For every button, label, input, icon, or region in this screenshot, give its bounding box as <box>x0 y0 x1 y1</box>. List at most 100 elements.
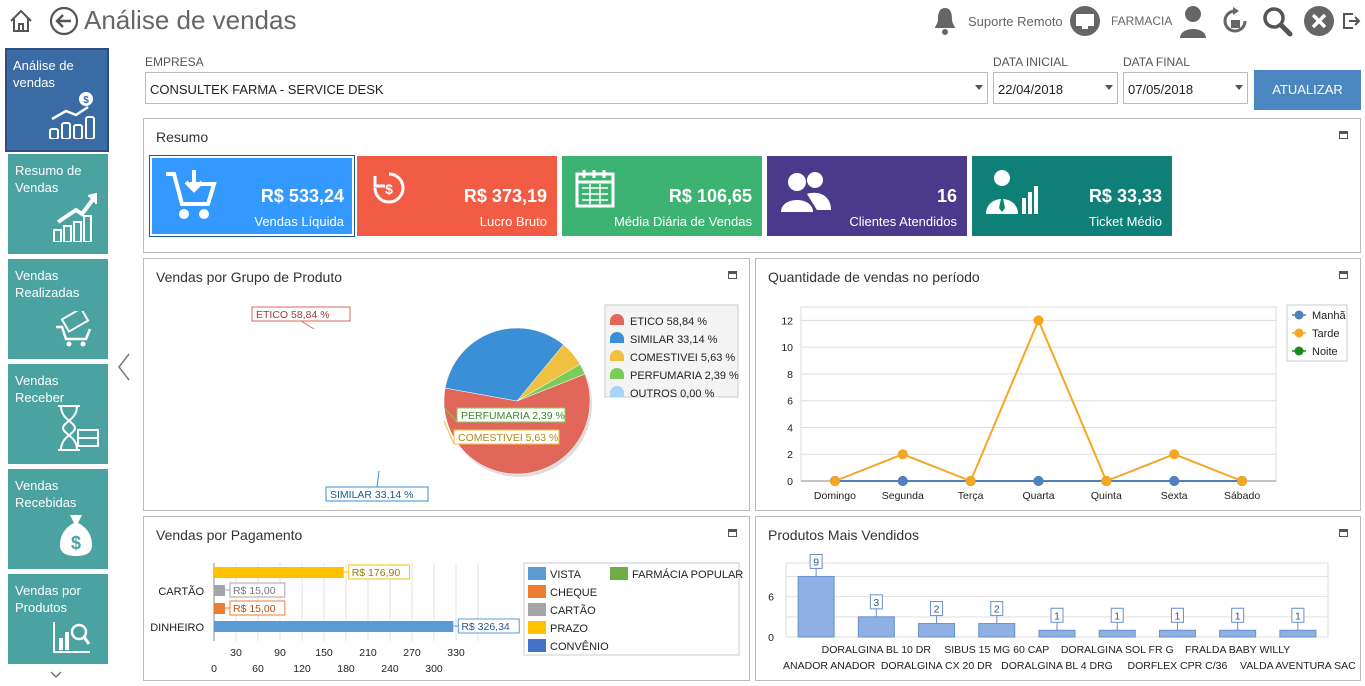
bar-value-label: 3 <box>873 597 879 609</box>
category-label: CARTÃO <box>158 585 204 598</box>
x-tick-label: ANADOR ANADOR <box>783 660 876 672</box>
legend-entry: SIMILAR 33,14 % <box>630 334 718 346</box>
x-tick-label: Quarta <box>1022 490 1054 502</box>
x-tick-label: 270 <box>403 647 421 659</box>
sidebar-item-produtos[interactable]: Vendas por Produtos <box>8 574 108 664</box>
legend-swatch <box>610 368 624 379</box>
x-tick-label: DORALGINA SOL FR G <box>1061 644 1174 656</box>
bar <box>918 623 956 638</box>
card-value: R$ 106,65 <box>668 186 752 206</box>
minimize-icon[interactable] <box>728 529 737 537</box>
bar-value-label: R$ 15,00 <box>233 585 276 597</box>
category-label: DINHEIRO <box>150 622 204 634</box>
legend-swatch <box>1294 328 1304 338</box>
data-inicial-label: DATA INICIAL <box>993 55 1068 69</box>
sidebar-item-receber[interactable]: Vendas Receber <box>8 364 108 464</box>
bar-value-label: 2 <box>994 604 1000 616</box>
quantidade-panel: Quantidade de vendas no período 0 2 4 6 8 10 1… <box>755 258 1361 511</box>
pie-leader-line <box>300 320 315 330</box>
x-tick-label: Domingo <box>814 490 856 502</box>
minimize-icon[interactable] <box>1339 271 1348 279</box>
bar-label-box <box>229 582 286 598</box>
data-point <box>1033 476 1044 486</box>
sidebar-item-realizadas[interactable]: Vendas Realizadas <box>8 259 108 359</box>
minimize-icon[interactable] <box>728 271 737 279</box>
card-caption: Clientes Atendidos <box>849 214 957 229</box>
collapse-sidebar-icon[interactable] <box>116 352 132 387</box>
empresa-select[interactable]: CONSULTEK FARMA - SERVICE DESK <box>145 72 988 104</box>
home-icon[interactable] <box>6 6 36 36</box>
sidebar-item-label: Análise de vendas <box>13 58 74 90</box>
data-inicial-input[interactable]: 22/04/2018 <box>993 72 1118 104</box>
legend-entry: CARTÃO <box>550 604 596 617</box>
pie-label-box <box>325 486 429 502</box>
y-tick-label: 0 <box>768 632 774 644</box>
legend-swatch <box>610 314 624 325</box>
sidebar-item-analise[interactable]: Análise de vendas $ <box>5 48 109 152</box>
pie-slice <box>443 373 591 475</box>
products-bar-chart: 0 6 9 ANADOR ANADOR 3 DORALGINA BL 10 DR 2 DORA… <box>768 553 1356 672</box>
support-label[interactable]: Suporte Remoto <box>968 14 1063 29</box>
minimize-icon[interactable] <box>1339 131 1348 139</box>
bar <box>214 621 454 632</box>
legend-entry: ETICO 58,84 % <box>630 316 707 328</box>
legend-entry: PERFUMARIA 2,39 % <box>630 370 739 382</box>
money-cycle-icon: $ <box>369 168 409 213</box>
resumo-title: Resumo <box>156 129 209 145</box>
y-tick-label: 2 <box>787 449 793 461</box>
bar-label-box <box>1291 607 1305 623</box>
x-tick-label: 240 <box>381 663 399 675</box>
summary-card[interactable]: R$ 106,65 Média Diária de Vendas <box>562 156 762 236</box>
chart-magnifier-icon <box>52 620 92 658</box>
sidebar-item-label: Vendas Recebidas <box>15 478 77 510</box>
data-final-input[interactable]: 07/05/2018 <box>1123 72 1248 104</box>
y-tick-label: 12 <box>781 315 793 327</box>
x-tick-label: DORFLEX CPR C/36 <box>1128 660 1228 672</box>
data-point <box>1169 449 1180 460</box>
pie-legend <box>604 304 739 398</box>
bar <box>1279 629 1317 638</box>
x-tick-label: 300 <box>425 663 443 675</box>
summary-card[interactable]: 16 Clientes Atendidos <box>767 156 967 236</box>
user-icon[interactable] <box>1176 3 1210 39</box>
update-button[interactable]: ATUALIZAR <box>1254 70 1361 110</box>
bar-label-box <box>990 601 1004 617</box>
data-point <box>829 476 840 486</box>
chevron-down-icon <box>1235 85 1243 90</box>
search-icon[interactable] <box>1260 4 1294 38</box>
data-point <box>1101 476 1112 486</box>
hourglass-money-icon <box>54 404 100 456</box>
minimize-icon[interactable] <box>1339 529 1348 537</box>
legend-swatch <box>610 350 624 361</box>
bar <box>1098 629 1136 638</box>
summary-card[interactable]: $ R$ 373,19 Lucro Bruto <box>357 156 557 236</box>
cart-download-icon <box>162 168 218 229</box>
bar <box>1219 629 1257 638</box>
x-tick-label: Quinta <box>1091 490 1122 502</box>
y-tick-label: 6 <box>768 592 774 604</box>
x-tick-label: 150 <box>315 647 333 659</box>
legend-entry: Tarde <box>1312 328 1340 340</box>
logout-icon[interactable] <box>1340 10 1362 32</box>
bar-value-label: 1 <box>1295 610 1301 622</box>
sidebar-item-label: Vendas Receber <box>15 373 65 405</box>
summary-card[interactable]: R$ 533,24 Vendas Líquida <box>149 155 355 237</box>
summary-card[interactable]: R$ 33,33 Ticket Médio <box>972 156 1172 236</box>
monitor-icon[interactable] <box>1068 4 1102 38</box>
card-value: R$ 373,19 <box>463 186 547 206</box>
sidebar-item-recebidas[interactable]: Vendas Recebidas $ <box>8 469 108 569</box>
close-icon[interactable] <box>1302 4 1336 38</box>
money-bag-icon: $ <box>58 513 94 561</box>
pie-label-box <box>251 306 351 322</box>
scroll-down-icon[interactable] <box>48 668 64 686</box>
sidebar-item-resumo[interactable]: Resumo de Vendas <box>8 154 108 254</box>
refresh-lock-icon[interactable] <box>1218 4 1252 38</box>
bar-label-box <box>1110 607 1124 623</box>
back-icon[interactable] <box>48 5 80 37</box>
legend-entry: FARMÁCIA POPULAR <box>632 568 743 581</box>
business-chart-icon <box>984 168 1040 221</box>
legend-swatch <box>610 567 628 580</box>
legend-swatch <box>528 585 546 598</box>
card-caption: Vendas Líquida <box>254 214 344 229</box>
bell-icon[interactable] <box>930 4 960 38</box>
